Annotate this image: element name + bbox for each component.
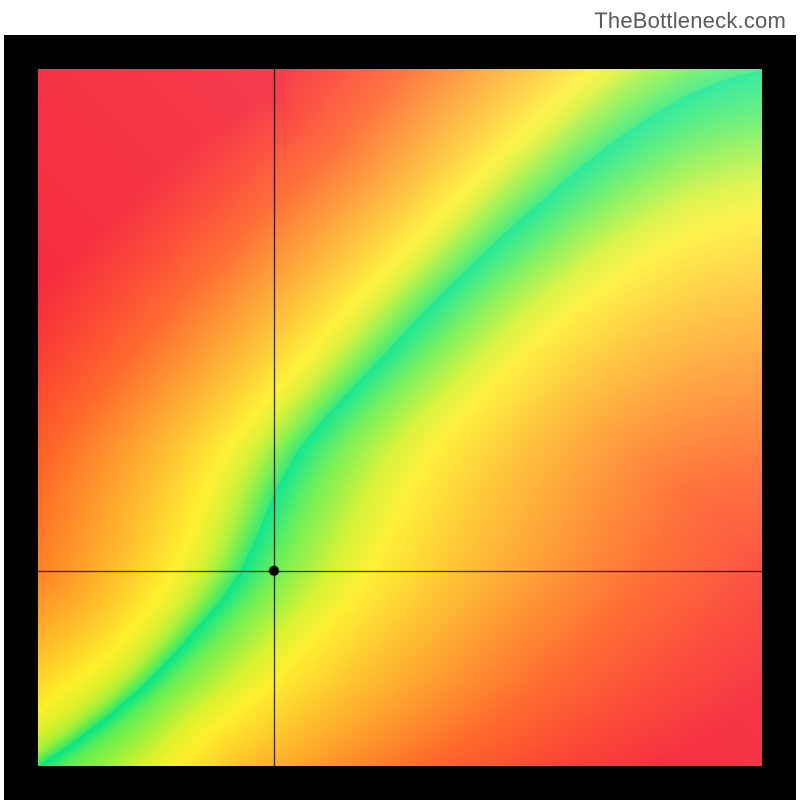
- watermark-text: TheBottleneck.com: [594, 8, 786, 34]
- chart-container: TheBottleneck.com: [0, 0, 800, 800]
- crosshair-overlay: [38, 69, 762, 766]
